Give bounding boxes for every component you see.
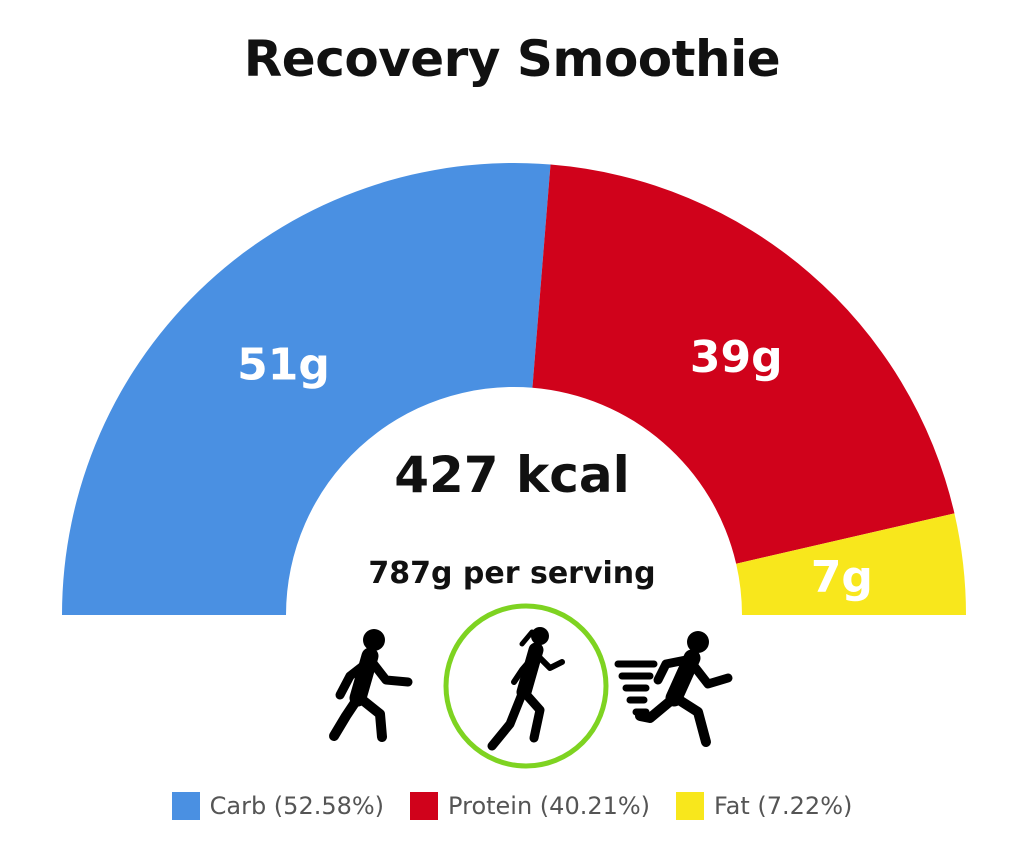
sprinting-icon[interactable] xyxy=(614,631,733,747)
segment-label-fat: 7g xyxy=(811,552,873,603)
segment-fat xyxy=(736,513,966,615)
segment-carb xyxy=(62,162,551,616)
legend-swatch-carb xyxy=(171,792,200,820)
running-icon-selected[interactable] xyxy=(443,603,609,769)
legend-label-protein: Protein (40.21%) xyxy=(448,792,651,820)
chart-title: Recovery Smoothie xyxy=(243,30,781,88)
legend-swatch-protein xyxy=(410,792,439,820)
selected-ring xyxy=(443,603,609,769)
legend-item-carb: Carb (52.58%) xyxy=(171,792,385,820)
serving-size-label: 787g per serving xyxy=(368,556,656,591)
legend-item-protein: Protein (40.21%) xyxy=(410,792,650,820)
segment-label-protein: 39g xyxy=(690,332,783,383)
legend-item-fat: Fat (7.22%) xyxy=(676,792,852,820)
legend-swatch-fat xyxy=(676,792,705,820)
legend-label-carb: Carb (52.58%) xyxy=(209,792,385,820)
macro-half-donut-chart: 51g 39g 7g xyxy=(62,162,966,616)
activity-icons xyxy=(329,603,733,769)
walking-icon[interactable] xyxy=(329,629,413,742)
running-woman-icon xyxy=(487,627,565,751)
chart-legend: Carb (52.58%) Protein (40.21%) Fat (7.22… xyxy=(0,792,1024,820)
calories-label: 427 kcal xyxy=(394,446,630,504)
segment-label-carb: 51g xyxy=(237,340,330,391)
segment-protein xyxy=(532,164,955,564)
legend-label-fat: Fat (7.22%) xyxy=(714,792,853,820)
